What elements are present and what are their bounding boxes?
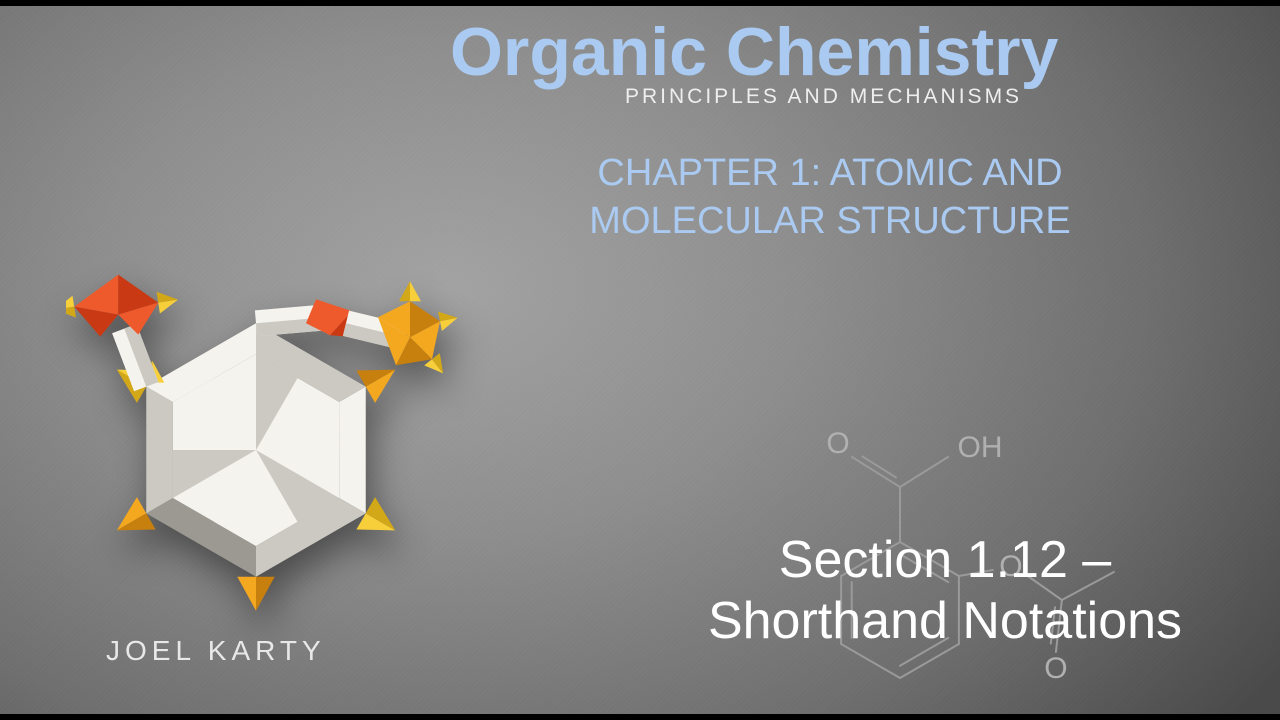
book-subtitle: PRINCIPLES AND MECHANISMS <box>625 85 1022 109</box>
origami-molecule-illustration <box>66 170 536 640</box>
svg-text:O: O <box>826 427 849 460</box>
chapter-heading: CHAPTER 1: ATOMIC AND MOLECULAR STRUCTUR… <box>540 150 1120 245</box>
book-title: Organic Chemistry <box>450 18 1058 86</box>
chapter-line-1: CHAPTER 1: ATOMIC AND <box>597 152 1062 194</box>
letterbox-top <box>0 0 1280 6</box>
svg-text:OH: OH <box>958 431 1003 464</box>
section-line-2: Shorthand Notations <box>708 592 1182 650</box>
svg-text:O: O <box>1044 652 1067 685</box>
author-name: JOEL KARTY <box>106 635 326 667</box>
chapter-line-2: MOLECULAR STRUCTURE <box>589 200 1070 242</box>
section-heading: Section 1.12 – Shorthand Notations <box>665 530 1225 653</box>
section-line-1: Section 1.12 – <box>779 531 1111 589</box>
